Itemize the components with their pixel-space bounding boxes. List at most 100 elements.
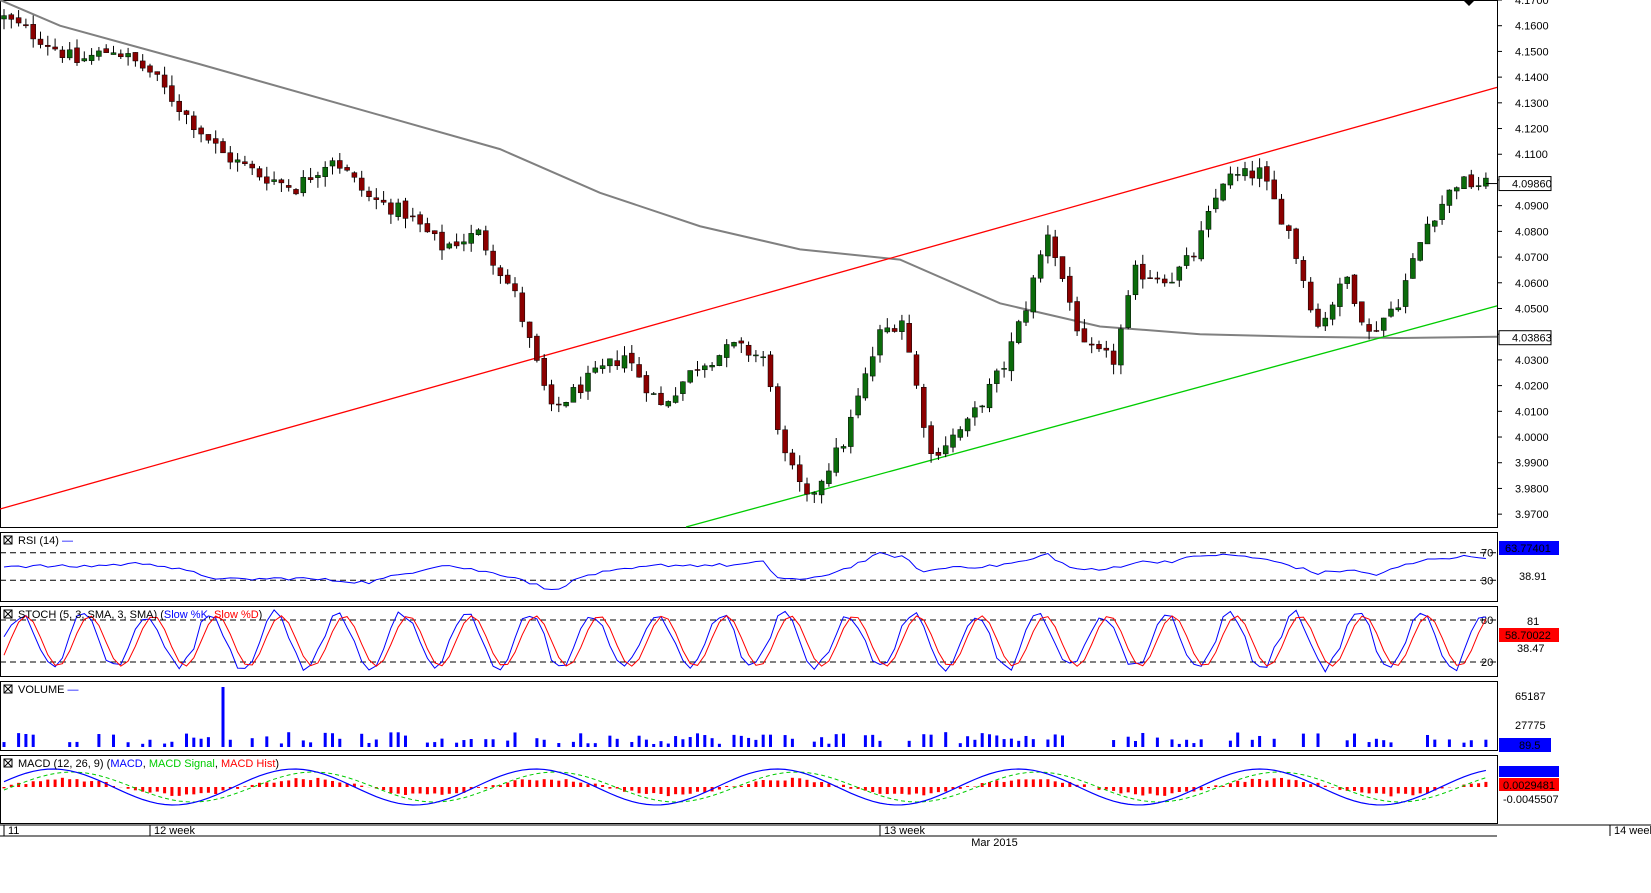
volume-bar	[944, 732, 948, 747]
volume-bar	[206, 737, 210, 747]
candle-body	[1088, 343, 1095, 346]
candle-body	[1453, 187, 1460, 192]
volume-bar	[1009, 738, 1013, 747]
macd-hist-bar	[747, 784, 751, 787]
volume-bar	[703, 735, 707, 747]
price-tick-label: 4.0000	[1515, 432, 1549, 444]
volume-bar	[710, 738, 714, 747]
macd-hist-bar	[1082, 784, 1086, 787]
candle-body	[1475, 185, 1482, 187]
volume-bar	[1345, 740, 1349, 747]
macd-hist-bar	[185, 787, 188, 795]
volume-bar	[644, 739, 648, 747]
candle-body	[1154, 277, 1161, 280]
candle-body	[380, 199, 387, 203]
candle-body	[512, 283, 518, 292]
candle-body	[183, 110, 190, 115]
macd-hist-bar	[1199, 787, 1203, 791]
candle-body	[942, 445, 949, 455]
macd-hist-bar	[199, 787, 203, 794]
candle-body	[716, 355, 723, 366]
rsi-value-tag	[1499, 541, 1559, 555]
macd-hist-bar	[513, 780, 517, 787]
volume-bar	[24, 734, 28, 747]
macd-hist-bar	[929, 787, 933, 794]
volume-value: 89.5	[1519, 740, 1540, 752]
candle-body	[862, 373, 869, 399]
candle-body	[848, 416, 854, 447]
macd-hist-bar	[951, 787, 955, 790]
candle-body	[198, 127, 204, 135]
price-tick-label: 4.0900	[1515, 201, 1549, 213]
volume-bar	[1031, 739, 1035, 747]
volume-bar	[301, 740, 305, 747]
time-label: 13 week	[884, 825, 925, 837]
macd-hist-bar	[1148, 787, 1152, 794]
candle-body	[1081, 328, 1088, 343]
candle-body	[1227, 173, 1234, 186]
macd-hist-bar	[871, 787, 875, 793]
macd-hist-bar	[90, 781, 94, 787]
candle-body	[264, 176, 270, 184]
macd-hist-bar	[418, 787, 422, 794]
stoch-close-icon	[3, 609, 13, 619]
macd-hist-bar	[17, 782, 21, 787]
volume-bar	[425, 742, 429, 747]
volume-bar	[747, 737, 751, 747]
candle-body	[45, 44, 51, 47]
macd-hist-bar	[1002, 781, 1006, 787]
volume-bar	[871, 734, 875, 747]
candle-body	[1322, 317, 1329, 327]
macd-hist-bar	[97, 780, 101, 787]
price-tick-label: 4.1700	[1515, 0, 1549, 7]
macd-hist-bar	[1374, 787, 1378, 794]
candle-body	[1373, 330, 1380, 332]
macd-hist-bar	[1126, 787, 1130, 793]
volume-bar	[1367, 742, 1371, 747]
price-tick-label: 4.0500	[1515, 303, 1549, 315]
candle-body	[234, 159, 241, 163]
macd-hist-bar	[243, 786, 247, 787]
candle-body	[103, 48, 109, 53]
volume-bar	[717, 743, 721, 747]
macd-close-icon	[3, 758, 13, 768]
time-label: 14 week	[1614, 825, 1651, 837]
candle-body	[745, 344, 752, 356]
candle-body	[1417, 242, 1423, 261]
candle-body	[1439, 203, 1445, 220]
volume-bar	[1141, 732, 1145, 747]
volume-bar	[287, 732, 291, 747]
volume-bar	[163, 743, 167, 747]
macd-hist-bar	[1024, 779, 1028, 787]
macd-hist-bar	[1484, 781, 1488, 787]
volume-bar	[513, 732, 517, 747]
price-tick-label: 4.1200	[1515, 124, 1549, 136]
macd-hist-bar	[915, 787, 918, 794]
volume-bar	[374, 739, 378, 747]
macd-hist-bar	[491, 785, 495, 787]
macd-hist-bar	[104, 781, 108, 787]
volume-bar	[1316, 733, 1320, 747]
macd-hist-bar	[352, 783, 356, 787]
candle-body	[1300, 260, 1307, 281]
volume-bar	[1185, 739, 1189, 747]
macd-hist-bar	[1134, 787, 1137, 795]
volume-label-high: 65187	[1515, 691, 1546, 703]
macd-hist-bar	[995, 780, 999, 787]
macd-hist-bar	[1207, 787, 1210, 789]
macd-hist-bar	[316, 777, 320, 787]
candle-body	[271, 179, 277, 182]
candle-body	[1074, 301, 1080, 332]
candle-body	[556, 403, 562, 406]
candle-body	[1359, 301, 1365, 323]
macd-hist-bar	[163, 787, 167, 794]
macd-hist-bar	[323, 779, 327, 787]
macd-hist-bar	[571, 781, 575, 787]
macd-hist-bar	[46, 779, 50, 787]
volume-bar	[1250, 739, 1254, 747]
macd-hist-bar	[82, 781, 86, 787]
price-tick-label: 4.1300	[1515, 98, 1549, 110]
macd-hist-bar	[601, 785, 605, 787]
macd-hist-bar	[1382, 787, 1386, 794]
